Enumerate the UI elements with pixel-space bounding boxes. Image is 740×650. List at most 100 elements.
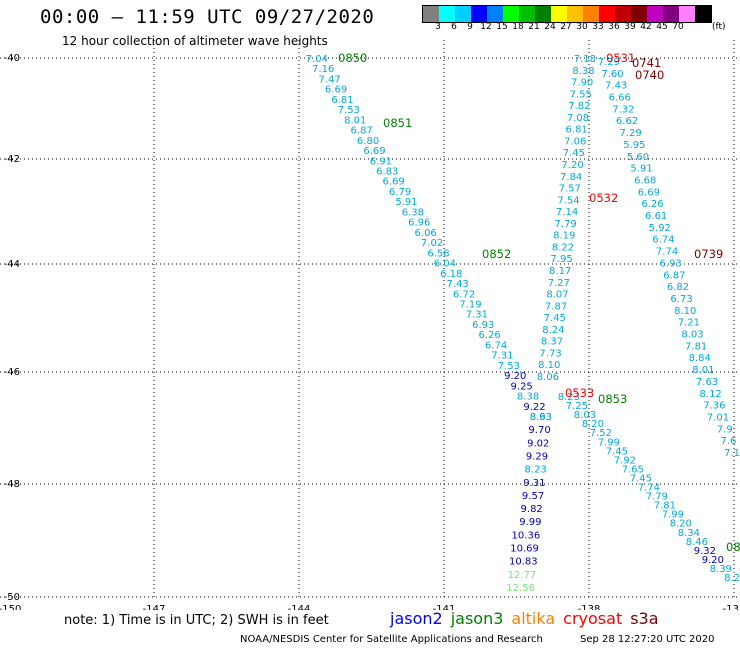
swh-value-cryosat: 8.03 bbox=[681, 330, 703, 341]
longitude-tick-label: -138 bbox=[578, 604, 601, 610]
swh-value-cryosat: 8.84 bbox=[689, 353, 711, 364]
pass-time-cryosat: 0532 bbox=[589, 191, 618, 205]
swh-value-cryosat: 6.68 bbox=[634, 176, 656, 187]
swh-value-jason3: 7.31 bbox=[466, 310, 488, 321]
color-scale-label: 12 bbox=[480, 22, 492, 32]
swh-value-jason3: 7.81 bbox=[654, 501, 676, 512]
page-subtitle: 12 hour collection of altimeter wave hei… bbox=[62, 34, 328, 48]
swh-value-jason3: 8.93 bbox=[530, 412, 552, 423]
swh-value-jason3: 10.36 bbox=[512, 530, 541, 541]
swh-value-cryosat: 6.74 bbox=[652, 235, 674, 246]
color-scale-label: 30 bbox=[576, 22, 588, 32]
color-swatch bbox=[519, 6, 535, 22]
pass-time-s3a: 0741 bbox=[632, 56, 661, 70]
swh-value-cryosat: 5.95 bbox=[623, 140, 645, 151]
swh-value-cryosat: 7.21 bbox=[678, 318, 700, 329]
swh-value-jason3: 6.87 bbox=[351, 126, 373, 137]
swh-value-cryosat: 7.29 bbox=[598, 57, 620, 68]
color-scale-label: 6 bbox=[451, 22, 457, 32]
swh-value-jason3: 7.87 bbox=[545, 301, 567, 312]
swh-value-jason3: 6.18 bbox=[440, 269, 462, 280]
swh-value-jason3: 6.74 bbox=[485, 340, 507, 351]
color-scale-label: 42 bbox=[640, 22, 652, 32]
swh-value-jason3: 7.16 bbox=[312, 64, 334, 75]
swh-value-cryosat: 7.63 bbox=[696, 377, 718, 388]
longitude-tick-label: -147 bbox=[143, 604, 166, 610]
color-scale-labels: 3 6 9 12 15 18 21 24 27 30 33 36 39 42 45 70 bbox=[422, 22, 732, 34]
satellite-legend: jason2 jason3 altika cryosat s3a bbox=[390, 609, 667, 628]
swh-value-jason3: 5.91 bbox=[395, 197, 417, 208]
swh-value-cryosat: 6.73 bbox=[670, 294, 692, 305]
color-swatch bbox=[695, 6, 711, 22]
color-swatch bbox=[535, 6, 551, 22]
swh-value-jason3: 9.25 bbox=[511, 381, 533, 392]
swh-value-cryosat: 7.01 bbox=[707, 413, 729, 424]
swh-value-cryosat: 5.91 bbox=[630, 164, 652, 175]
swh-value-jason3: 7.82 bbox=[568, 101, 590, 112]
swh-value-cryosat: 7.6 bbox=[720, 436, 736, 447]
swh-value-jason3: 6.69 bbox=[325, 85, 347, 96]
swh-value-cryosat: 6.26 bbox=[641, 199, 663, 210]
color-scale-label: 15 bbox=[496, 22, 508, 32]
longitude-tick-label: -144 bbox=[288, 604, 311, 610]
color-scale-label: 18 bbox=[512, 22, 524, 32]
swh-value-jason3: 8.19 bbox=[553, 231, 575, 242]
latitude-tick-label: -46 bbox=[4, 367, 20, 378]
swh-value-cryosat: 7.36 bbox=[703, 401, 725, 412]
legend-item-jason3: jason3 bbox=[450, 609, 504, 628]
latitude-tick-label: -48 bbox=[4, 479, 20, 490]
swh-value-jason3: 7.95 bbox=[550, 254, 572, 265]
swh-value-jason3: 7.73 bbox=[539, 348, 561, 359]
swh-value-jason3: 7.79 bbox=[555, 219, 577, 230]
pass-time-cryosat: 0531 bbox=[606, 51, 635, 65]
swh-value-jason3: 7.45 bbox=[544, 313, 566, 324]
color-scale-label: 21 bbox=[528, 22, 540, 32]
swh-value-jason3: 8.01 bbox=[344, 115, 366, 126]
swh-value-jason3: 8.10 bbox=[538, 360, 560, 371]
swh-value-cryosat: 5.92 bbox=[649, 223, 671, 234]
swh-value-jason3: 12.56 bbox=[506, 583, 535, 594]
legend-item-jason2: jason2 bbox=[390, 609, 443, 628]
swh-value-cryosat: 6.62 bbox=[616, 116, 638, 127]
longitude-tick-label: -150 bbox=[0, 604, 21, 610]
color-swatch bbox=[615, 6, 631, 22]
swh-value-jason3: 7.18 bbox=[574, 54, 596, 65]
color-scale-label: 33 bbox=[592, 22, 604, 32]
swh-value-jason3: 6.26 bbox=[479, 330, 501, 341]
swh-value-cryosat: 6.93 bbox=[660, 258, 682, 269]
color-swatch bbox=[551, 6, 567, 22]
latitude-tick-label: -40 bbox=[4, 53, 20, 64]
swh-value-cryosat: 7.74 bbox=[656, 247, 678, 258]
pass-time-jason3: 0851 bbox=[383, 116, 412, 130]
generation-timestamp: Sep 28 12:27:20 UTC 2020 bbox=[580, 634, 715, 645]
swh-value-jason3: 9.32 bbox=[694, 546, 716, 557]
swh-value-cryosat: 7.9 bbox=[717, 424, 733, 435]
color-swatch bbox=[599, 6, 615, 22]
swh-value-jason3: 7.25 bbox=[566, 401, 588, 412]
legend-item-cryosat: cryosat bbox=[563, 609, 623, 628]
color-scale-label: 27 bbox=[560, 22, 572, 32]
swh-value-jason3: 9.20 bbox=[702, 555, 724, 566]
swh-value-cryosat: 6.87 bbox=[663, 270, 685, 281]
swh-value-cryosat: 5.60 bbox=[627, 152, 649, 163]
longitude-tick-label: -135 bbox=[723, 604, 740, 610]
color-scale-unit: (ft) bbox=[712, 22, 726, 32]
swh-value-jason3: 7.08 bbox=[567, 113, 589, 124]
axis-labels: -40 -42 -44 -46 -48 -50-150 -147 -144 -141 -138 -1… bbox=[0, 53, 740, 610]
wave-height-map: -40 -42 -44 -46 -48 -50-150 -147 -144 -141 -138 -1… bbox=[0, 40, 740, 610]
swh-value-jason3: 7.90 bbox=[571, 78, 593, 89]
swh-value-jason3: 7.53 bbox=[338, 105, 360, 116]
swh-value-jason3: 10.69 bbox=[510, 544, 539, 555]
swh-value-jason3: 7.27 bbox=[548, 278, 570, 289]
swh-value-jason3: 7.45 bbox=[630, 473, 652, 484]
swh-value-jason3: 9.82 bbox=[521, 504, 543, 515]
swh-value-jason3: 7.52 bbox=[590, 428, 612, 439]
swh-value-jason3: 6.58 bbox=[427, 248, 449, 259]
pass-time-jason3: 0853 bbox=[598, 392, 627, 406]
swh-value-jason3: 6.81 bbox=[566, 125, 588, 136]
swh-value-jason3: 7.20 bbox=[561, 160, 583, 171]
swh-value-jason3: 7.65 bbox=[622, 464, 644, 475]
swh-value-jason3: 7.45 bbox=[606, 446, 628, 457]
swh-value-cryosat: 6.66 bbox=[609, 93, 631, 104]
color-swatch bbox=[647, 6, 663, 22]
